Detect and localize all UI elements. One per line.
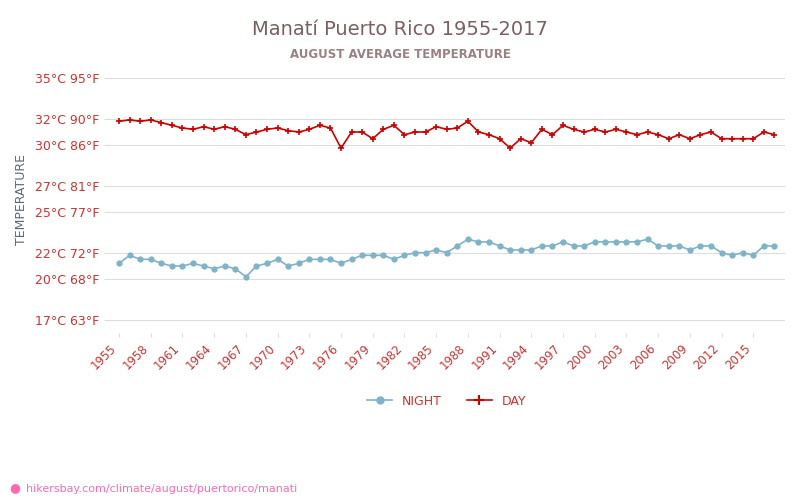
Text: ●: ● [10,481,21,494]
Legend: NIGHT, DAY: NIGHT, DAY [362,390,531,412]
Text: hikersbay.com/climate/august/puertorico/manati: hikersbay.com/climate/august/puertorico/… [26,484,297,494]
Y-axis label: TEMPERATURE: TEMPERATURE [15,154,28,244]
Text: AUGUST AVERAGE TEMPERATURE: AUGUST AVERAGE TEMPERATURE [290,48,510,60]
Text: Manatí Puerto Rico 1955-2017: Manatí Puerto Rico 1955-2017 [252,20,548,39]
